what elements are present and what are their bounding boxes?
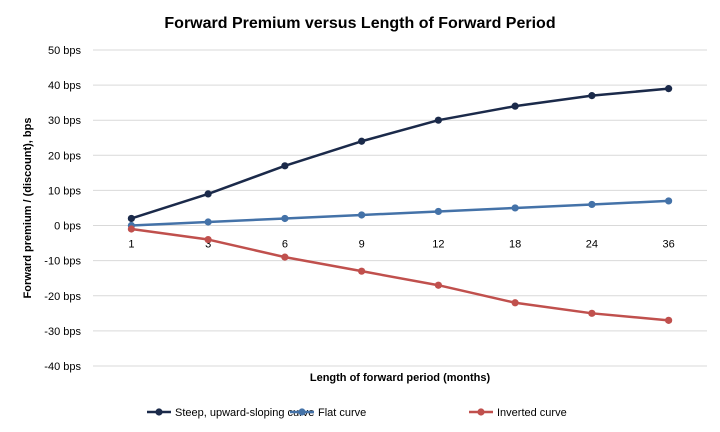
data-point: [204, 235, 212, 244]
x-tick-label: 36: [663, 239, 675, 251]
legend-marker: [155, 408, 163, 416]
data-point: [588, 309, 596, 317]
data-point: [588, 200, 596, 209]
y-tick-label: -20 bps: [44, 291, 81, 303]
series-line: [131, 227, 669, 322]
x-tick-label: 6: [282, 239, 288, 251]
y-tick-label: -30 bps: [44, 326, 81, 338]
data-point: [665, 197, 673, 205]
data-point: [127, 225, 135, 233]
legend-marker: [477, 408, 485, 416]
x-tick-label: 3: [205, 239, 211, 251]
legend-label: Flat curve: [318, 407, 366, 419]
y-tick-label: -40 bps: [44, 361, 81, 373]
data-point: [511, 102, 519, 110]
data-point: [434, 207, 442, 216]
y-tick-label: 40 bps: [48, 80, 82, 92]
y-tick-labels: 50 bps 40 bps 30 bps 20 bps 10 bps 0 bps -10 b…: [44, 45, 81, 373]
data-point: [358, 267, 366, 275]
y-tick-label: -10 bps: [44, 256, 81, 268]
y-tick-label: 30 bps: [48, 115, 82, 127]
data-point: [588, 92, 596, 100]
series-line: [131, 199, 669, 227]
y-tick-label: 0 bps: [54, 221, 81, 233]
legend-label: Steep, upward-sloping curve: [175, 407, 314, 419]
y-tick-label: 10 bps: [48, 185, 82, 197]
data-point: [434, 116, 442, 124]
data-point: [204, 190, 212, 198]
series-3: [127, 225, 673, 324]
data-point: [511, 299, 519, 307]
series-2: [127, 197, 673, 230]
x-tick-label: 12: [432, 239, 444, 251]
x-tick-label: 18: [509, 239, 521, 251]
y-tick-label: 20 bps: [48, 150, 82, 162]
legend-marker: [298, 408, 306, 416]
data-point: [665, 85, 673, 93]
data-point: [281, 162, 289, 170]
data-point: [511, 204, 519, 212]
legend-label: Inverted curve: [497, 407, 567, 419]
legend: Steep, upward-sloping curve Flat curve Inv…: [147, 407, 567, 419]
data-point: [434, 281, 442, 289]
series-1: [127, 85, 673, 223]
series-lines: [127, 85, 673, 324]
x-tick-labels: 1 3 6 9 12 18 24 36: [128, 239, 674, 251]
x-tick-label: 9: [359, 239, 365, 251]
chart-title: Forward Premium versus Length of Forward…: [164, 15, 555, 32]
y-tick-label: 50 bps: [48, 45, 82, 57]
data-point: [358, 211, 366, 219]
data-point: [665, 316, 673, 324]
data-point: [281, 253, 289, 261]
x-axis-title: Length of forward period (months): [310, 372, 491, 384]
gridlines: [93, 49, 707, 367]
data-point: [204, 218, 212, 226]
y-axis-title: Forward premium / (discount), bps: [22, 118, 34, 299]
data-point: [281, 214, 289, 223]
data-point: [358, 137, 366, 145]
series-line: [130, 87, 669, 220]
x-tick-label: 1: [128, 239, 134, 251]
data-point: [127, 214, 135, 223]
x-tick-label: 24: [586, 239, 598, 251]
